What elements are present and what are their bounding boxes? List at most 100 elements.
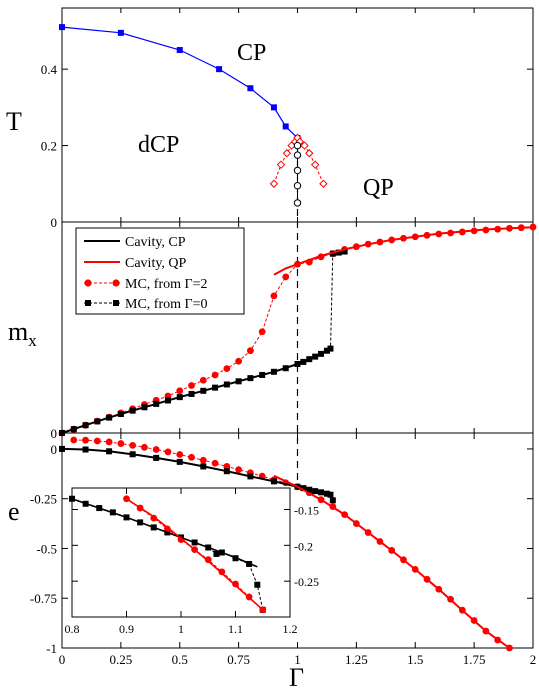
data-point — [341, 248, 348, 255]
series-line — [273, 137, 298, 184]
data-point — [329, 250, 336, 257]
data-point — [282, 123, 289, 130]
annotation-qp: QP — [363, 175, 394, 201]
series-line — [273, 474, 510, 649]
data-point — [216, 66, 223, 73]
x-axis-label: Γ — [289, 663, 304, 688]
legend-label: MC, from Γ=0 — [125, 297, 208, 312]
legend-item-mc-gamma-2: MC, from Γ=2 — [84, 277, 208, 292]
data-point — [218, 568, 226, 576]
data-point — [105, 438, 113, 446]
annotation-dcp: dCP — [138, 132, 179, 158]
data-point — [223, 365, 231, 373]
data-point — [199, 456, 207, 464]
panel-middle: mx Cavity, CP Cavity, QP MC, from Γ=2 — [8, 227, 245, 350]
legend-label: Cavity, QP — [125, 256, 187, 271]
data-point — [270, 292, 278, 300]
data-point — [129, 441, 137, 449]
series-boundary-blue — [59, 24, 301, 141]
series-cavity-cp — [61, 447, 331, 496]
data-point — [293, 181, 302, 190]
y-tick-label: 0.4 — [41, 62, 58, 77]
inset-series-cavity-cp — [71, 498, 258, 568]
x-tick-label: 2 — [530, 652, 537, 667]
data-point — [300, 141, 309, 150]
data-point — [117, 440, 125, 447]
y-tick-label: -0.75 — [30, 591, 57, 606]
x-tick-label: 0.75 — [227, 652, 250, 667]
data-point — [235, 466, 243, 474]
y-tick-label: -0.5 — [36, 541, 57, 556]
panel-bottom: e Γ — [8, 497, 304, 688]
data-point — [270, 104, 277, 111]
data-point — [204, 556, 212, 564]
data-point — [176, 387, 184, 395]
data-point — [59, 24, 65, 31]
data-point — [276, 160, 286, 169]
data-point — [188, 382, 195, 389]
y-tick-label: 0.2 — [41, 139, 57, 154]
data-point — [199, 376, 207, 384]
x-tick-label: 1 — [294, 652, 301, 667]
legend-marker — [113, 300, 119, 306]
x-tick-label: 1 — [178, 622, 184, 636]
data-point — [232, 580, 239, 588]
data-point — [188, 453, 195, 461]
data-point — [335, 249, 342, 256]
data-point — [213, 550, 220, 557]
data-point — [269, 179, 279, 188]
legend-marker — [112, 279, 120, 287]
top-ylabel: T — [6, 107, 22, 136]
legend-box — [75, 227, 245, 315]
y-tick-label: -1 — [46, 641, 57, 656]
y-tick-label: 0 — [51, 215, 58, 230]
x-tick-label: 1.2 — [283, 622, 298, 636]
data-point — [319, 179, 328, 188]
data-point — [163, 525, 171, 533]
series-line — [61, 447, 331, 496]
x-tick-label: 0.5 — [172, 652, 188, 667]
data-point — [293, 151, 302, 159]
series-red-right — [293, 133, 328, 188]
series-line — [71, 498, 258, 568]
series-line — [126, 498, 264, 611]
data-point — [69, 495, 75, 502]
x-tick-label: 0.25 — [110, 652, 133, 667]
series-cavity-qp — [273, 226, 534, 276]
data-point — [70, 436, 78, 444]
y-tick-label: 0 — [51, 426, 58, 441]
data-point — [176, 47, 183, 54]
data-point — [305, 149, 314, 158]
data-point — [293, 166, 302, 175]
x-tick-label: 0.9 — [119, 622, 134, 636]
x-tick-label: 1.5 — [407, 652, 423, 667]
legend-label: MC, from Γ=2 — [125, 277, 208, 292]
data-point — [293, 199, 302, 207]
y-tick-label: -0.2 — [294, 539, 313, 553]
data-point — [164, 448, 172, 456]
inset-series-cavity-qp — [126, 498, 264, 611]
data-point — [93, 437, 101, 445]
panel-top: T CP dCP QP — [6, 40, 394, 201]
series-black-circles — [293, 141, 302, 207]
legend-marker — [85, 300, 91, 306]
data-point — [82, 436, 89, 444]
series-line — [61, 26, 298, 139]
middle-ylabel-sub: x — [28, 331, 37, 350]
x-tick-label: 1.75 — [463, 652, 486, 667]
x-tick-label: 1.1 — [228, 622, 243, 636]
series-cavity-qp — [273, 474, 510, 649]
data-point — [529, 223, 537, 231]
data-point — [247, 85, 254, 92]
data-point — [293, 141, 302, 150]
annotation-cp: CP — [237, 40, 266, 66]
x-tick-label: 0.8 — [65, 622, 80, 636]
y-tick-label: -0.15 — [294, 504, 319, 518]
data-point — [329, 497, 336, 504]
data-point — [223, 463, 231, 470]
legend-item-cavity-qp: Cavity, QP — [84, 256, 187, 271]
data-point — [282, 273, 290, 281]
data-point — [211, 459, 219, 467]
x-tick-label: 0 — [59, 652, 66, 667]
